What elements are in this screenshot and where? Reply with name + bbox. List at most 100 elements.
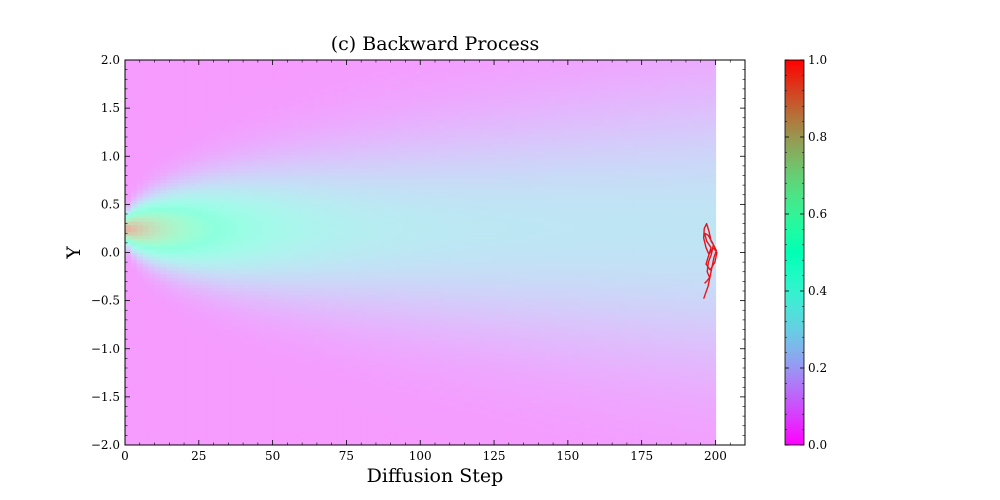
heatmap-cell (130, 147, 138, 152)
heatmap-cell (142, 361, 150, 366)
heatmap-cell (184, 224, 191, 229)
heatmap-cell (178, 259, 185, 264)
heatmap-cell (278, 151, 286, 156)
heatmap-cell (213, 354, 221, 359)
heatmap-cell (367, 413, 374, 418)
heatmap-cell (337, 231, 345, 236)
heatmap-cell (130, 235, 138, 240)
heatmap-cell (319, 389, 327, 394)
heatmap-cell (349, 228, 356, 233)
heatmap-cell (195, 357, 203, 362)
heatmap-cell (172, 200, 179, 205)
heatmap-cell (331, 130, 339, 135)
heatmap-cell (207, 441, 215, 445)
heatmap-cell (225, 389, 232, 394)
heatmap-cell (343, 179, 350, 184)
heatmap-cell (213, 326, 221, 331)
heatmap-cell (313, 130, 321, 135)
heatmap-cell (337, 179, 345, 184)
heatmap-cell (302, 91, 309, 96)
heatmap-cell (189, 165, 197, 170)
heatmap-cell (254, 224, 262, 229)
heatmap-cell (195, 389, 203, 394)
heatmap-cell (367, 371, 374, 376)
heatmap-cell (130, 193, 138, 198)
heatmap-cell (367, 84, 374, 89)
heatmap-cell (195, 385, 203, 390)
heatmap-cell (296, 298, 303, 303)
heatmap-cell (225, 301, 232, 306)
heatmap-cell (189, 413, 197, 418)
heatmap-cell (278, 273, 286, 278)
heatmap-cell (337, 392, 345, 397)
heatmap-cell (343, 88, 350, 93)
heatmap-cell (136, 354, 144, 359)
heatmap-cell (184, 119, 191, 124)
heatmap-cell (213, 441, 221, 445)
heatmap-cell (142, 277, 150, 282)
heatmap-cell (166, 210, 173, 215)
heatmap-cell (136, 154, 144, 159)
heatmap-cell (178, 322, 185, 327)
heatmap-cell (272, 420, 280, 425)
heatmap-cell (243, 441, 250, 445)
heatmap-cell (130, 392, 138, 397)
heatmap-cell (237, 214, 244, 219)
heatmap-cell (349, 161, 356, 166)
heatmap-cell (219, 77, 226, 82)
heatmap-cell (184, 158, 191, 163)
heatmap-cell (219, 333, 226, 338)
heatmap-cell (349, 63, 356, 68)
heatmap-cell (254, 123, 262, 128)
heatmap-cell (313, 420, 321, 425)
heatmap-cell (225, 361, 232, 366)
heatmap-cell (266, 340, 274, 345)
heatmap-cell (260, 382, 268, 387)
heatmap-cell (361, 207, 368, 212)
heatmap-cell (231, 84, 238, 89)
heatmap-cell (337, 74, 345, 79)
heatmap-cell (231, 280, 238, 285)
heatmap-cell (367, 427, 374, 432)
heatmap-cell (278, 109, 286, 114)
heatmap-cell (172, 305, 179, 310)
heatmap-cell (308, 336, 315, 341)
heatmap-cell (148, 410, 156, 415)
heatmap-cell (207, 147, 215, 152)
heatmap-cell (343, 301, 350, 306)
heatmap-cell (172, 224, 179, 229)
heatmap-cell (284, 228, 291, 233)
heatmap-cell (154, 238, 162, 243)
heatmap-cell (148, 284, 156, 289)
heatmap-cell (207, 228, 215, 233)
heatmap-cell (219, 392, 226, 397)
heatmap-cell (207, 336, 215, 341)
heatmap-cell (219, 424, 226, 429)
heatmap-cell (249, 298, 256, 303)
heatmap-cell (384, 217, 392, 222)
heatmap-cell (213, 434, 221, 439)
heatmap-cell (302, 140, 309, 145)
heatmap-cell (231, 389, 238, 394)
heatmap-cell (201, 329, 209, 334)
heatmap-cell (337, 165, 345, 170)
heatmap-cell (225, 98, 232, 103)
heatmap-cell (266, 158, 274, 163)
heatmap-cell (278, 385, 286, 390)
heatmap-cell (361, 193, 368, 198)
heatmap-cell (207, 200, 215, 205)
heatmap-cell (189, 371, 197, 376)
heatmap-cell (254, 266, 262, 271)
heatmap-cell (278, 382, 286, 387)
heatmap-cell (337, 98, 345, 103)
heatmap-cell (272, 144, 280, 149)
heatmap-cell (331, 221, 339, 226)
heatmap-cell (337, 147, 345, 152)
heatmap-cell (219, 172, 226, 177)
heatmap-cell (166, 235, 173, 240)
heatmap-cell (278, 256, 286, 261)
heatmap-cell (166, 186, 173, 191)
heatmap-cell (284, 424, 291, 429)
heatmap-cell (195, 221, 203, 226)
heatmap-cell (355, 294, 362, 299)
